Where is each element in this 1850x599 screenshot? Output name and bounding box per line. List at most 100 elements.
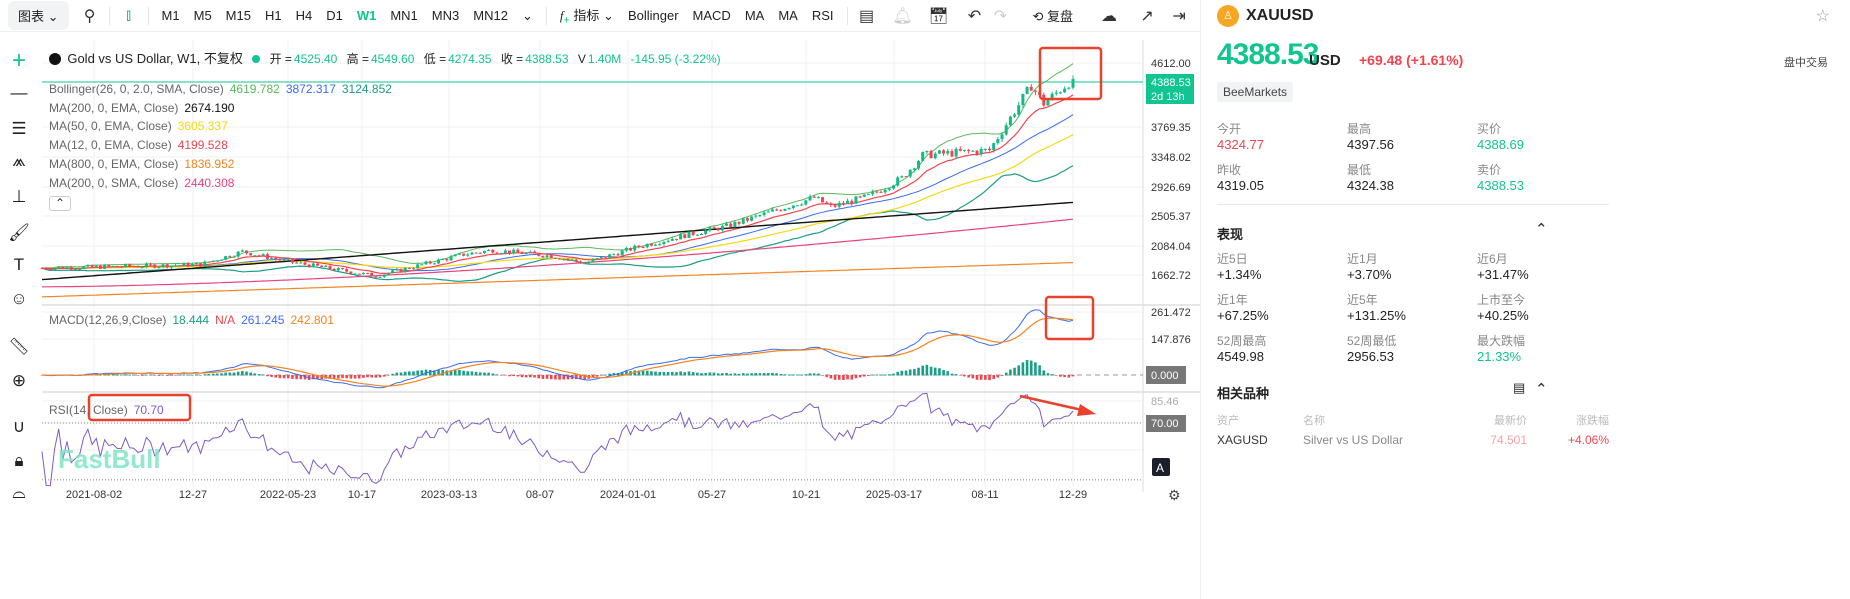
indicators-button[interactable]: f+ 指标 ⌄ xyxy=(559,7,614,27)
candle xyxy=(645,244,649,248)
macd-histogram-bar xyxy=(533,375,536,378)
macd-histogram-bar xyxy=(917,367,920,376)
candle xyxy=(245,250,249,254)
candle xyxy=(896,177,900,186)
macd-histogram-bar xyxy=(558,375,561,380)
calendar-icon[interactable]: 📅︎ xyxy=(928,7,949,25)
timeframe-d1[interactable]: D1 xyxy=(326,8,343,23)
candle xyxy=(349,271,353,274)
candle xyxy=(1054,92,1058,94)
horizontal-line-icon[interactable]: — xyxy=(10,83,28,102)
macd-line-value: 261.245 xyxy=(241,313,285,327)
fibonacci-icon[interactable]: ☰ xyxy=(11,119,27,138)
zoom-in-icon[interactable]: ⊕ xyxy=(11,371,27,390)
magnet-icon[interactable]: ∪ xyxy=(12,417,26,436)
indicator-legend[interactable]: MA(50, 0, EMA, Close) 3605.337 xyxy=(49,119,234,133)
favorite-star-icon[interactable]: ☆ xyxy=(1815,8,1830,25)
indicator-legend[interactable]: MA(12, 0, EMA, Close) 4199.528 xyxy=(49,138,234,152)
undo-icon[interactable]: ↶ xyxy=(967,7,982,25)
candle xyxy=(403,267,407,272)
macd-histogram-bar xyxy=(328,375,332,379)
macd-histogram-bar xyxy=(120,374,123,376)
collapse-related-icon[interactable]: ⌃ xyxy=(1535,381,1548,398)
brush-icon[interactable]: 🖌︎ xyxy=(8,223,30,242)
ruler-icon[interactable]: 📏︎ xyxy=(8,337,30,356)
candle xyxy=(382,274,386,277)
chart-menu-button[interactable]: 图表 ⌄ xyxy=(8,1,69,30)
redo-icon[interactable]: ↷ xyxy=(993,7,1008,25)
broker-badge[interactable]: BeeMarkets xyxy=(1217,82,1294,102)
macd-histogram-bar xyxy=(345,375,349,379)
candle xyxy=(1025,86,1029,94)
quick-indicator-rsi[interactable]: RSI xyxy=(811,8,834,23)
search-icon[interactable]: ⚲ xyxy=(83,7,96,25)
timeframe-mn3[interactable]: MN3 xyxy=(431,8,460,23)
low-value: 4274.35 xyxy=(448,52,492,66)
time-tick-label: 08-07 xyxy=(526,489,554,501)
quick-indicator-ma[interactable]: MA xyxy=(778,8,798,23)
candle xyxy=(716,228,720,231)
timeframe-mn1[interactable]: MN1 xyxy=(390,8,418,23)
macd-histogram-bar xyxy=(979,375,983,380)
indicator-value: 4199.528 xyxy=(177,138,228,153)
collapse-panel-icon[interactable]: ⇥ xyxy=(1172,7,1186,25)
timeframe-m15[interactable]: M15 xyxy=(225,8,251,23)
macd-tick-label: 147.876 xyxy=(1151,334,1191,346)
macd-histogram-bar xyxy=(958,375,962,376)
collapse-legend-button[interactable]: ⌃ xyxy=(49,196,71,211)
header-price: 最新价 xyxy=(1494,415,1527,427)
pattern-icon[interactable]: ⩕ xyxy=(12,151,26,170)
hide-drawings-icon[interactable]: ⌓ xyxy=(12,483,26,502)
timeframe-more-chevron-icon[interactable]: ⌄ xyxy=(521,7,533,23)
candle xyxy=(315,263,319,266)
candle xyxy=(908,169,912,177)
lock-drawing-icon[interactable]: 🔒︎ xyxy=(14,451,24,470)
change-value: -145.95 (-3.22%) xyxy=(630,52,721,66)
quick-indicator-macd[interactable]: MACD xyxy=(692,8,731,23)
stat-value: +131.25% xyxy=(1347,308,1406,323)
quick-indicator-ma[interactable]: MA xyxy=(744,8,765,23)
timeframe-m5[interactable]: M5 xyxy=(193,8,212,23)
macd-histogram-bar xyxy=(696,372,699,376)
collapse-performance-icon[interactable]: ⌃ xyxy=(1535,221,1548,238)
macd-histogram-bar xyxy=(478,372,482,376)
crosshair-icon[interactable]: + xyxy=(11,47,26,74)
indicator-legend[interactable]: Bollinger(26, 0, 2.0, SMA, Close) 4619.78… xyxy=(49,82,398,96)
macd-histogram-bar xyxy=(145,374,148,376)
candlestick-type-icon[interactable]: ⫾ xyxy=(125,6,132,24)
macd-histogram-bar xyxy=(750,373,753,376)
stat-item: 近1年 +67.25% xyxy=(1217,291,1347,332)
timeframe-mn12[interactable]: MN12 xyxy=(473,8,508,23)
text-icon[interactable]: T xyxy=(13,255,25,274)
candle xyxy=(353,273,357,275)
candle xyxy=(766,211,770,213)
emoji-icon[interactable]: ☺ xyxy=(10,289,28,308)
projection-icon[interactable]: ⊥ xyxy=(11,187,27,206)
timeframe-m1[interactable]: M1 xyxy=(161,8,180,23)
macd-histogram-bar xyxy=(967,375,970,378)
cloud-sync-icon[interactable]: ☁ xyxy=(1101,7,1118,25)
macd-histogram-bar xyxy=(541,375,545,379)
alert-bell-icon[interactable]: 🔔︎ xyxy=(892,7,913,25)
candle xyxy=(1071,79,1075,88)
macd-histogram-bar xyxy=(896,371,899,376)
candle xyxy=(290,259,294,263)
candle xyxy=(992,143,996,151)
candle xyxy=(733,221,737,227)
list-view-icon[interactable]: ▤ xyxy=(1513,380,1526,395)
macd-histogram-bar xyxy=(349,375,353,379)
timeframe-h4[interactable]: H4 xyxy=(295,8,313,23)
layout-icon[interactable]: ▤ xyxy=(858,7,875,25)
session-status: 盘中交易 xyxy=(1784,57,1828,69)
timeframe-h1[interactable]: H1 xyxy=(264,8,282,23)
candle xyxy=(591,259,595,262)
timeframe-w1[interactable]: W1 xyxy=(356,8,377,23)
share-external-icon[interactable]: ↗ xyxy=(1140,7,1154,25)
quick-indicator-bollinger[interactable]: Bollinger xyxy=(627,8,679,23)
indicator-legend[interactable]: MA(800, 0, EMA, Close) 1836.952 xyxy=(49,157,240,171)
indicator-legend[interactable]: MA(200, 0, SMA, Close) 2440.308 xyxy=(49,176,240,190)
indicator-legend[interactable]: MA(200, 0, EMA, Close) 2674.190 xyxy=(49,101,240,115)
replay-button[interactable]: ⟲ 复盘 xyxy=(1026,6,1081,25)
price-chart[interactable]: 4612.00 3769.35 3348.02 2926.69 2505.37 2084.… xyxy=(0,32,1200,599)
candle xyxy=(65,267,69,269)
